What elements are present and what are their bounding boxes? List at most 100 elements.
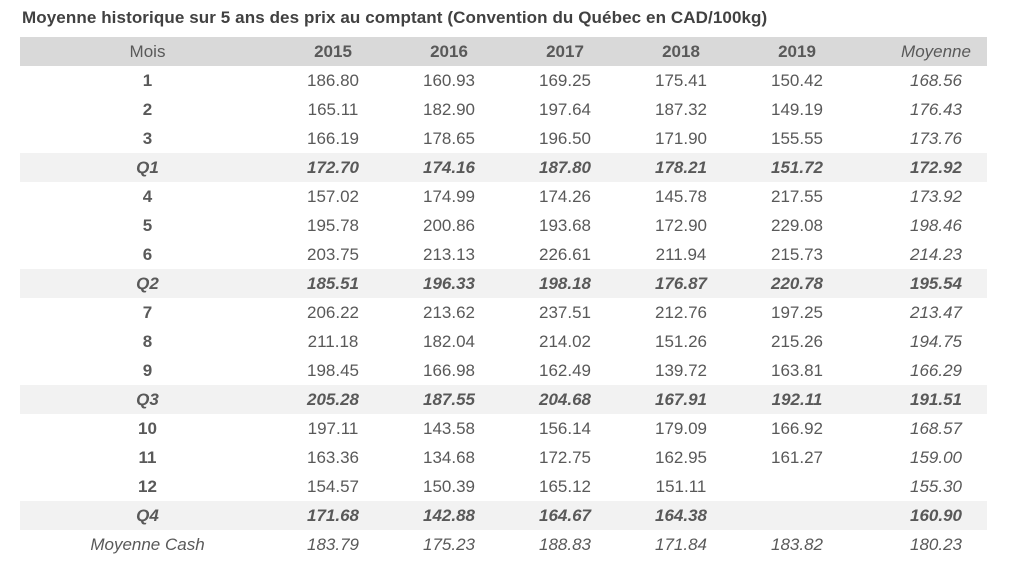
cell-6-2019: 215.73 [771, 244, 823, 264]
cell-8-2018: 151.26 [655, 331, 707, 351]
cell-9-2018: 139.72 [655, 360, 707, 380]
cell-3-2019: 155.55 [771, 128, 823, 148]
cell-q1-2015: 172.70 [307, 157, 359, 177]
cell-5-2017: 193.68 [539, 215, 591, 235]
cell-q4-2015: 171.68 [307, 505, 359, 525]
cell-8-2015: 211.18 [307, 331, 359, 351]
table-row-11: 11 163.36 134.68 172.75 162.95 161.27 159.00 [20, 443, 987, 472]
cell-2-2019: 149.19 [771, 99, 823, 119]
cell-11-2017: 172.75 [539, 447, 591, 467]
row-label-5: 5 [142, 215, 153, 235]
cell-3-2017: 196.50 [539, 128, 591, 148]
cell-q4-2019 [739, 501, 855, 530]
cell-12-2016: 150.39 [423, 476, 475, 496]
cell-2-2017: 197.64 [539, 99, 591, 119]
cell-moyenne-cash-2019: 183.82 [771, 534, 823, 554]
cell-moyenne-cash-moyenne: 180.23 [910, 534, 962, 554]
price-table: Mois 2015 2016 2017 2018 2019 Moyenne 1 186.80 1… [20, 37, 987, 559]
cell-moyenne-cash-2015: 183.79 [307, 534, 359, 554]
cell-1-moyenne: 168.56 [910, 70, 962, 90]
cell-1-2015: 186.80 [307, 70, 359, 90]
row-label-2: 2 [142, 99, 153, 119]
cell-9-2019: 163.81 [771, 360, 823, 380]
row-label-q4: Q4 [136, 505, 159, 525]
cell-12-moyenne: 155.30 [910, 476, 962, 496]
cell-3-2015: 166.19 [307, 128, 359, 148]
cell-q1-moyenne: 172.92 [910, 157, 962, 177]
table-row-7: 7 206.22 213.62 237.51 212.76 197.25 213.47 [20, 298, 987, 327]
cell-9-2015: 198.45 [307, 360, 359, 380]
row-label-q3: Q3 [136, 389, 159, 409]
row-label-4: 4 [142, 186, 153, 206]
row-label-8: 8 [142, 331, 153, 351]
cell-q4-2018: 164.38 [655, 505, 707, 525]
cell-7-moyenne: 213.47 [910, 302, 962, 322]
cell-2-2015: 165.11 [307, 99, 359, 119]
table-row-10: 10 197.11 143.58 156.14 179.09 166.92 168.57 [20, 414, 987, 443]
cell-11-2016: 134.68 [423, 447, 475, 467]
cell-1-2016: 160.93 [423, 70, 475, 90]
table-row-3: 3 166.19 178.65 196.50 171.90 155.55 173.76 [20, 124, 987, 153]
cell-9-2017: 162.49 [539, 360, 591, 380]
cell-1-2018: 175.41 [655, 70, 707, 90]
table-title: Moyenne historique sur 5 ans des prix au… [22, 8, 768, 27]
cell-7-2017: 237.51 [539, 302, 591, 322]
column-header-2017: 2017 [546, 41, 584, 61]
cell-q4-2016: 142.88 [423, 505, 475, 525]
cell-q3-2015: 205.28 [307, 389, 359, 409]
column-header-moyenne: Moyenne [901, 41, 971, 61]
cell-6-2017: 226.61 [539, 244, 591, 264]
table-row-4: 4 157.02 174.99 174.26 145.78 217.55 173.92 [20, 182, 987, 211]
table-row-6: 6 203.75 213.13 226.61 211.94 215.73 214.23 [20, 240, 987, 269]
column-header-2015: 2015 [314, 41, 352, 61]
cell-q3-2018: 167.91 [655, 389, 707, 409]
cell-11-2019: 161.27 [771, 447, 823, 467]
cell-q2-2018: 176.87 [655, 273, 707, 293]
cell-4-2017: 174.26 [539, 186, 591, 206]
cell-6-moyenne: 214.23 [910, 244, 962, 264]
cell-7-2019: 197.25 [771, 302, 823, 322]
cell-8-2017: 214.02 [539, 331, 591, 351]
price-table-body: 1 186.80 160.93 169.25 175.41 150.42 168.56 2 16… [20, 66, 987, 559]
row-label-6: 6 [142, 244, 153, 264]
cell-6-2018: 211.94 [655, 244, 707, 264]
cell-6-2015: 203.75 [307, 244, 359, 264]
row-label-7: 7 [142, 302, 153, 322]
cell-5-2019: 229.08 [771, 215, 823, 235]
cell-11-moyenne: 159.00 [910, 447, 962, 467]
table-row-q3: Q3 205.28 187.55 204.68 167.91 192.11 191.51 [20, 385, 987, 414]
cell-10-2017: 156.14 [539, 418, 591, 438]
cell-6-2016: 213.13 [423, 244, 475, 264]
cell-5-2015: 195.78 [307, 215, 359, 235]
cell-5-2018: 172.90 [655, 215, 707, 235]
table-row-8: 8 211.18 182.04 214.02 151.26 215.26 194.75 [20, 327, 987, 356]
cell-10-2019: 166.92 [771, 418, 823, 438]
table-row-9: 9 198.45 166.98 162.49 139.72 163.81 166.29 [20, 356, 987, 385]
column-header-2016: 2016 [430, 41, 468, 61]
row-label-11: 11 [138, 447, 157, 467]
cell-q1-2019: 151.72 [771, 157, 823, 177]
cell-8-2016: 182.04 [423, 331, 475, 351]
cell-q2-2019: 220.78 [771, 273, 823, 293]
column-header-2019: 2019 [778, 41, 816, 61]
row-label-q2: Q2 [136, 273, 159, 293]
cell-7-2018: 212.76 [655, 302, 707, 322]
cell-q4-moyenne: 160.90 [910, 505, 962, 525]
cell-5-moyenne: 198.46 [910, 215, 962, 235]
cell-10-2018: 179.09 [655, 418, 707, 438]
cell-moyenne-cash-2017: 188.83 [539, 534, 591, 554]
cell-2-moyenne: 176.43 [910, 99, 962, 119]
column-header-mois: Mois [129, 41, 166, 61]
table-row-q1: Q1 172.70 174.16 187.80 178.21 151.72 172.92 [20, 153, 987, 182]
cell-q2-2015: 185.51 [307, 273, 359, 293]
cell-12-2015: 154.57 [307, 476, 359, 496]
cell-2-2016: 182.90 [423, 99, 475, 119]
cell-4-2018: 145.78 [655, 186, 707, 206]
row-label-1: 1 [142, 70, 153, 90]
table-row-moyenne-cash: Moyenne Cash 183.79 175.23 188.83 171.84 183.… [20, 530, 987, 559]
cell-10-moyenne: 168.57 [910, 418, 962, 438]
cell-q3-2017: 204.68 [539, 389, 591, 409]
cell-q3-2019: 192.11 [771, 389, 823, 409]
cell-12-2017: 165.12 [539, 476, 591, 496]
